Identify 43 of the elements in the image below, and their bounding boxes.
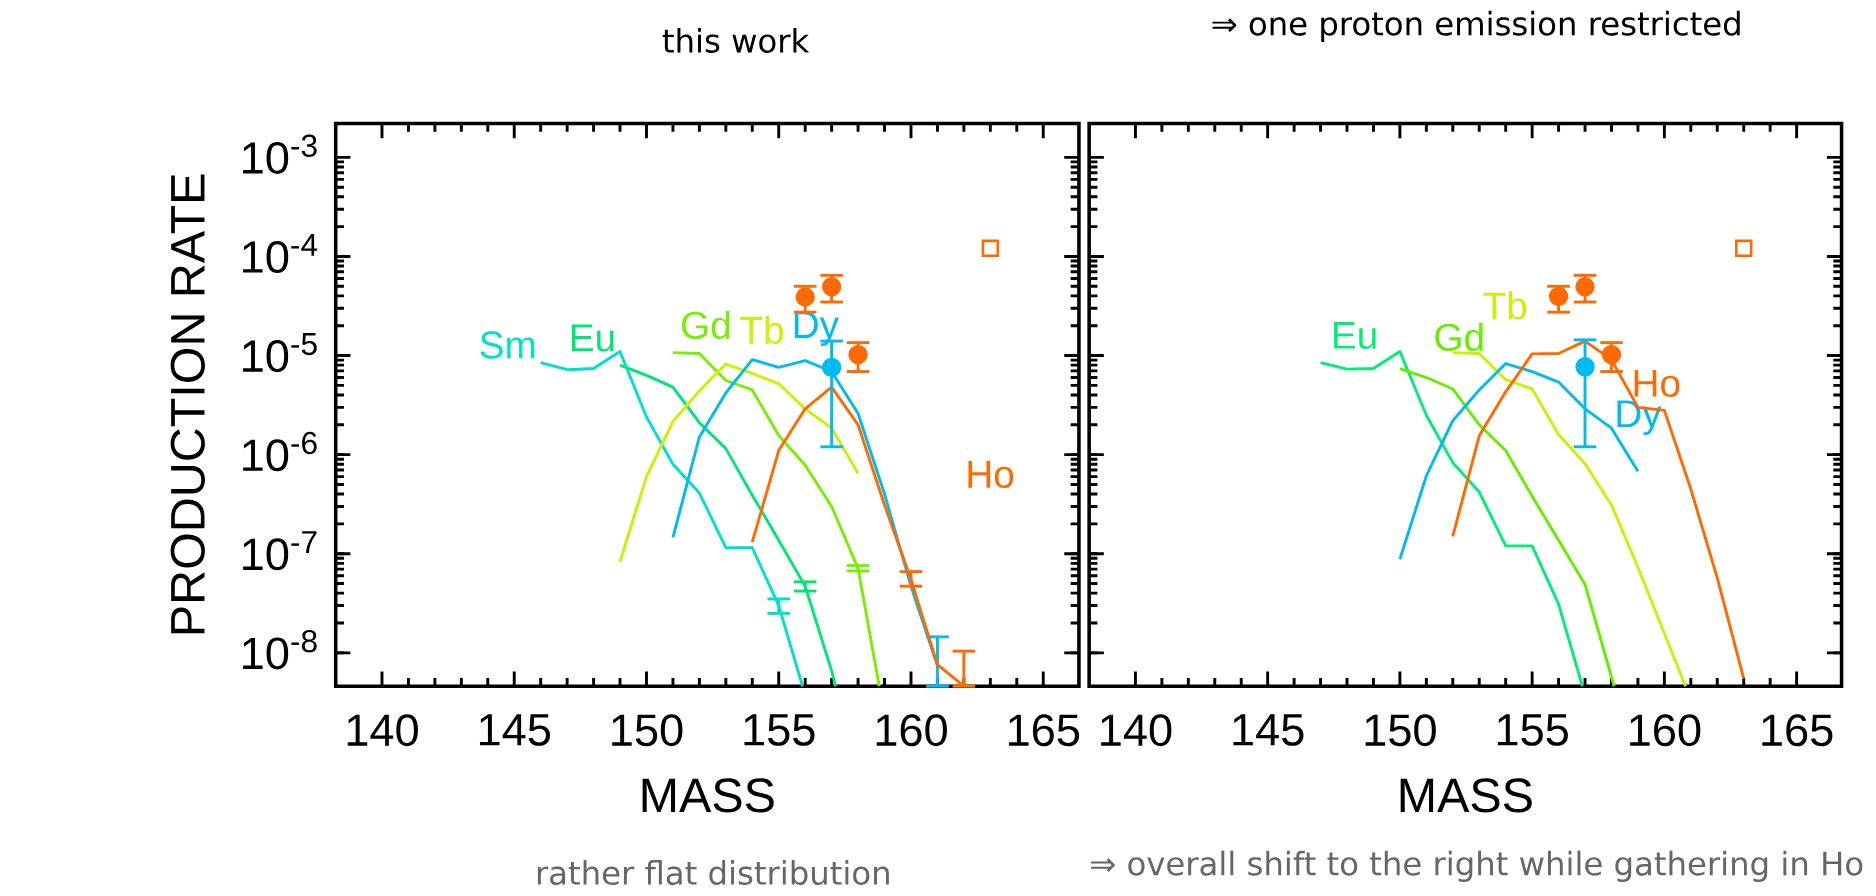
line-series [671, 351, 881, 688]
series-label: Eu [1334, 322, 1376, 350]
series-label: Tb [1483, 291, 1527, 320]
x-tick-label: 140 [1101, 714, 1172, 747]
series-label: Sm [480, 331, 535, 359]
x-tick-label: 145 [1233, 714, 1304, 746]
x-tick-label: 150 [1365, 714, 1436, 747]
y-axis-title: PRODUCTION RATE [170, 174, 205, 634]
text: rather flat distribution [537, 860, 889, 886]
line-series [539, 350, 805, 688]
point [1548, 286, 1569, 307]
y-tick-label: 10$^{-4}$ [243, 234, 318, 274]
x-tick-label: 150 [612, 714, 683, 747]
series-label: Eu [571, 324, 614, 352]
x-tick-label: 145 [479, 714, 551, 746]
line-series [618, 362, 860, 564]
x-tick-label: 155 [744, 714, 815, 746]
y-tick-label: 10$^{-6}$ [243, 431, 317, 472]
point [981, 239, 1000, 258]
series-label: Ho [1634, 370, 1680, 398]
y-tick-label: 10$^{-3}$ [243, 134, 317, 175]
y-tick-label: 10$^{-5}$ [243, 333, 317, 373]
x-tick-label: 165 [1008, 714, 1080, 747]
series-label: Tb [740, 315, 783, 345]
x-tick-label: 155 [1497, 714, 1568, 746]
text: Ho [968, 461, 1014, 489]
point [1735, 239, 1753, 258]
x-tick-label: 160 [876, 714, 947, 747]
point [821, 357, 842, 378]
x-tick-label: 165 [1762, 714, 1833, 747]
line-series [618, 363, 838, 688]
series-label: Gd [681, 310, 730, 340]
series-label: Gd [1435, 322, 1483, 352]
x-tick-label: 160 [1630, 714, 1701, 747]
x-axis-title: MASS [642, 778, 774, 813]
point [1575, 357, 1595, 377]
chart-title: this work [662, 28, 810, 54]
y-tick-label: 10$^{-7}$ [243, 531, 317, 571]
y-tick-label: 10$^{-8}$ [243, 630, 317, 670]
text: ⇒ overall shift to the right while gathering in Ho [1091, 850, 1863, 883]
x-axis-title: MASS [1400, 778, 1532, 813]
x-tick-label: 140 [347, 714, 418, 747]
chart-title: ⇒ one proton emission restricted [1212, 10, 1740, 43]
